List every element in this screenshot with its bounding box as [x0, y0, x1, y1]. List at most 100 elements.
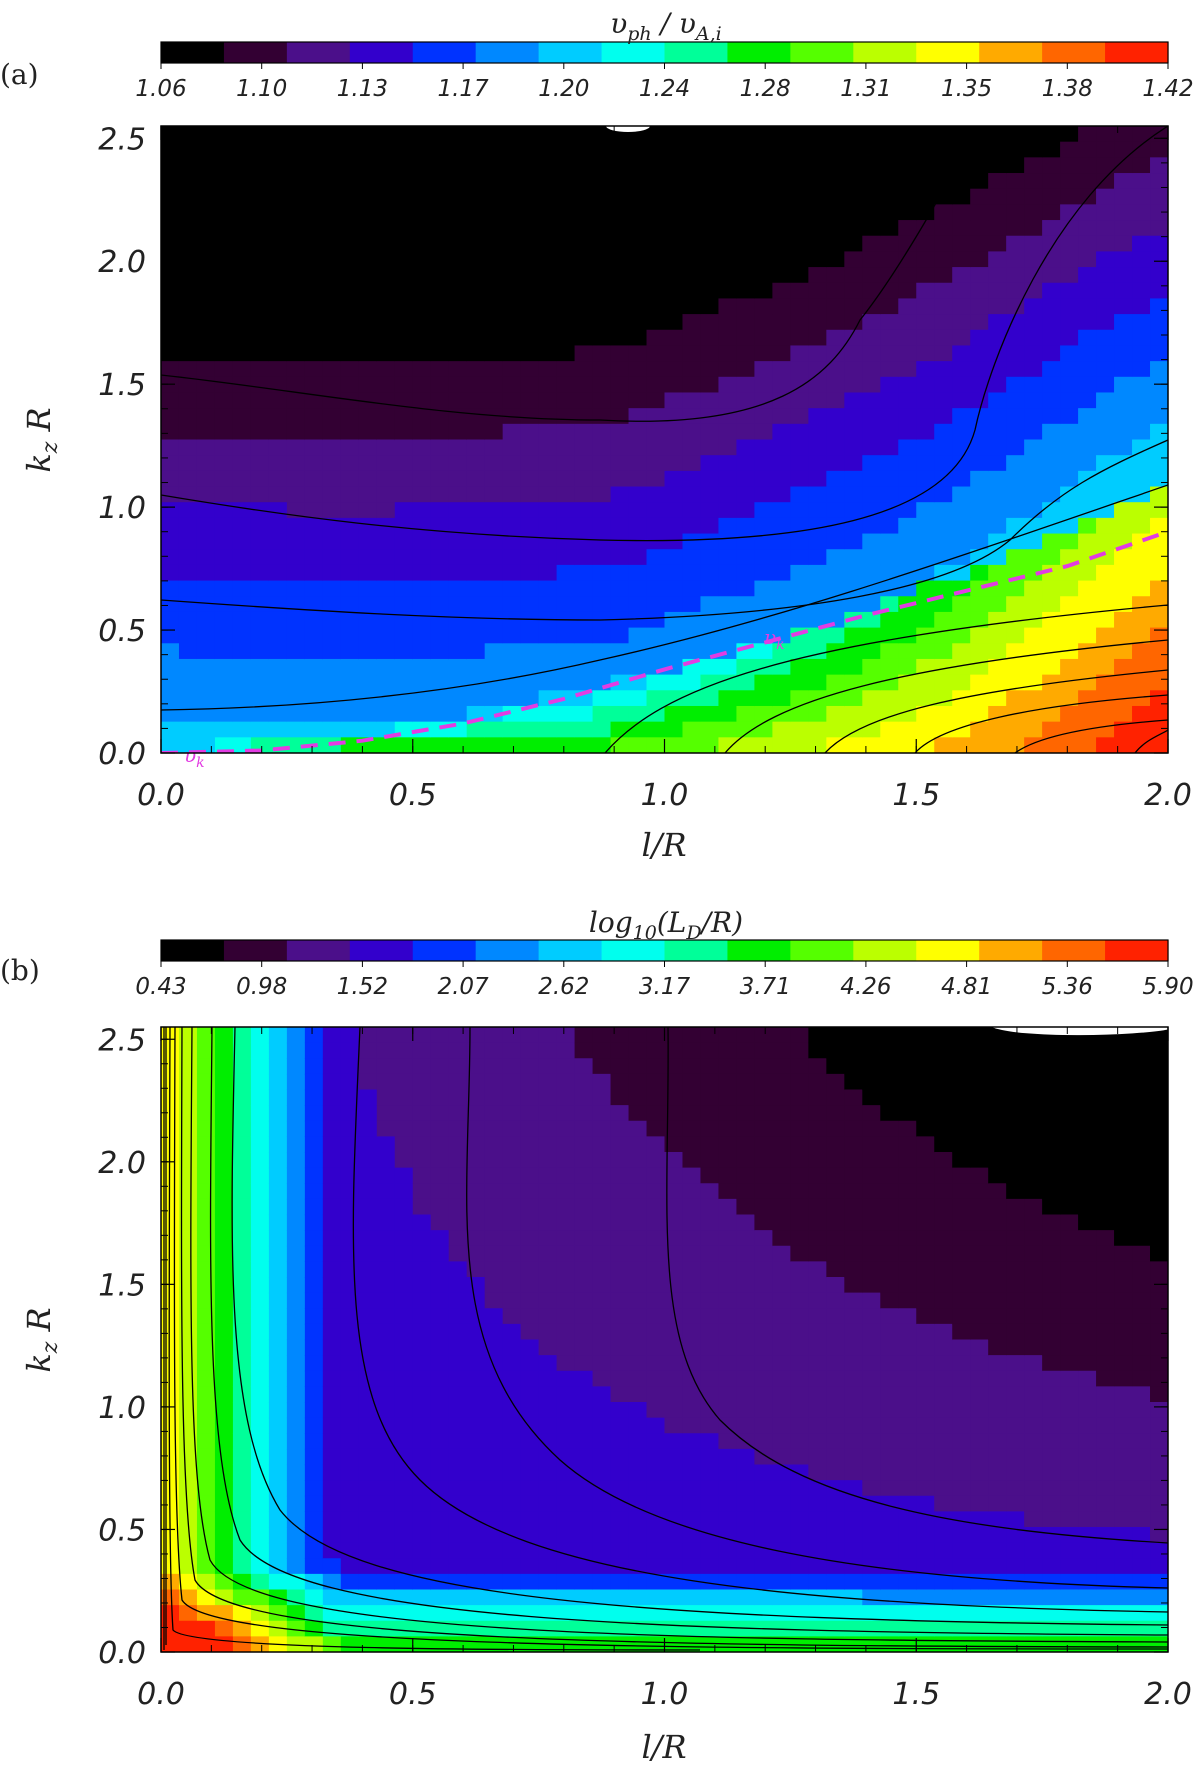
heatmap-cell	[250, 1495, 270, 1512]
heatmap-cell	[700, 1386, 720, 1403]
heatmap-cell	[646, 549, 666, 566]
heatmap-cell	[484, 298, 504, 315]
heatmap-cell	[790, 188, 809, 205]
heatmap-cell	[808, 1183, 827, 1200]
heatmap-cell	[448, 1573, 468, 1591]
heatmap-cell	[952, 1058, 971, 1075]
heatmap-cell	[592, 220, 612, 237]
heatmap-cell	[214, 1323, 234, 1341]
heatmap-cell	[502, 1370, 522, 1387]
heatmap-cell	[664, 611, 684, 629]
heatmap-cell	[1078, 329, 1097, 347]
heatmap-cell	[646, 1573, 666, 1591]
heatmap-cell	[161, 408, 180, 425]
heatmap-cell	[556, 282, 576, 300]
heatmap-cell	[232, 298, 252, 315]
heatmap-cell	[736, 1620, 756, 1637]
heatmap-cell	[556, 251, 576, 268]
heatmap-cell	[1114, 298, 1133, 315]
heatmap-cell	[556, 502, 576, 519]
heatmap-cell	[1078, 1339, 1097, 1356]
heatmap-cell	[178, 690, 198, 707]
heatmap-cell	[376, 1464, 396, 1481]
heatmap-cell	[161, 533, 180, 550]
heatmap-cell	[556, 1042, 576, 1059]
heatmap-cell	[178, 439, 198, 456]
heatmap-cell	[772, 298, 791, 315]
heatmap-cell	[502, 1308, 522, 1325]
heatmap-cell	[448, 1183, 468, 1200]
heatmap-cell	[610, 1120, 630, 1137]
heatmap-cell	[682, 580, 702, 597]
heatmap-cell	[538, 705, 558, 723]
heatmap-cell	[448, 298, 468, 315]
heatmap-cell	[916, 1105, 935, 1122]
heatmap-cell	[988, 564, 1007, 582]
heatmap-cell	[772, 1339, 791, 1356]
heatmap-cell	[214, 1542, 234, 1559]
heatmap-cell	[790, 1511, 809, 1528]
heatmap-cell	[161, 376, 180, 394]
heatmap-cell	[574, 455, 594, 472]
heatmap-cell	[826, 1089, 845, 1106]
heatmap-cell	[916, 1323, 935, 1341]
heatmap-cell	[358, 1089, 378, 1106]
heatmap-cell	[646, 1105, 666, 1122]
heatmap-cell	[700, 1605, 720, 1622]
heatmap-cell	[268, 314, 288, 331]
heatmap-cell	[286, 1464, 306, 1481]
heatmap-cell	[736, 1605, 756, 1622]
heatmap-cell	[898, 643, 917, 660]
heatmap-cell	[214, 1433, 234, 1450]
heatmap-cell	[214, 1105, 234, 1122]
heatmap-cell	[682, 627, 702, 644]
heatmap-cell	[916, 1027, 935, 1044]
heatmap-cell	[322, 314, 342, 331]
heatmap-cell	[358, 1027, 378, 1044]
heatmap-cell	[520, 690, 540, 707]
heatmap-cell	[358, 502, 378, 519]
heatmap-cell	[718, 1152, 738, 1169]
heatmap-cell	[610, 486, 630, 503]
heatmap-cell	[880, 517, 899, 535]
heatmap-cell	[1114, 705, 1133, 723]
heatmap-cell	[340, 596, 360, 613]
heatmap-cell	[538, 157, 558, 174]
heatmap-cell	[376, 705, 396, 723]
heatmap-cell	[286, 1183, 306, 1200]
heatmap-cell	[1006, 502, 1025, 519]
heatmap-cell	[1006, 1573, 1025, 1591]
heatmap-cell	[646, 188, 666, 205]
heatmap-cell	[736, 658, 756, 676]
heatmap-cell	[178, 1355, 198, 1372]
heatmap-cell	[664, 220, 684, 237]
heatmap-cell	[1150, 1339, 1168, 1356]
heatmap-cell	[646, 1417, 666, 1434]
heatmap-cell	[1078, 1058, 1097, 1075]
heatmap-cell	[502, 1292, 522, 1309]
heatmap-cell	[394, 502, 414, 519]
heatmap-cell	[880, 1058, 899, 1075]
heatmap-cell	[844, 1448, 863, 1466]
colorbar-swatch	[475, 940, 540, 961]
heatmap-cell	[880, 1308, 899, 1325]
heatmap-cell	[772, 470, 791, 488]
heatmap-cell	[970, 267, 989, 284]
heatmap-cell	[610, 517, 630, 535]
heatmap-cell	[484, 1214, 504, 1231]
heatmap-cell	[214, 423, 234, 441]
heatmap-cell	[700, 361, 720, 378]
heatmap-cell	[394, 1448, 414, 1466]
heatmap-cell	[484, 502, 504, 519]
heatmap-cell	[214, 188, 234, 205]
heatmap-cell	[268, 658, 288, 676]
heatmap-cell	[664, 157, 684, 174]
heatmap-cell	[970, 1214, 989, 1231]
heatmap-cell	[376, 1589, 396, 1606]
heatmap-cell	[394, 345, 414, 362]
heatmap-cell	[268, 220, 288, 237]
heatmap-cell	[340, 282, 360, 300]
heatmap-cell	[394, 314, 414, 331]
heatmap-cell	[574, 721, 594, 738]
heatmap-cell	[970, 502, 989, 519]
